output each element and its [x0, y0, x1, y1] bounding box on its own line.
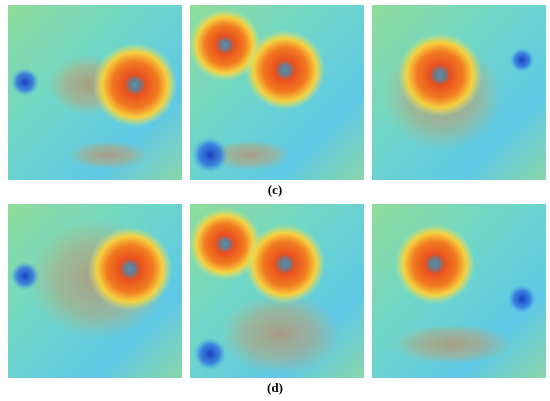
panel-d3: [372, 204, 546, 378]
panel-c2: [189, 5, 364, 180]
panel-c3: [372, 5, 546, 180]
panel-d1: [8, 204, 182, 378]
panel-label: (d): [267, 380, 283, 395]
panel-label: (c): [268, 182, 282, 197]
panel-d2: [189, 204, 364, 378]
panel-c1: [8, 5, 182, 180]
